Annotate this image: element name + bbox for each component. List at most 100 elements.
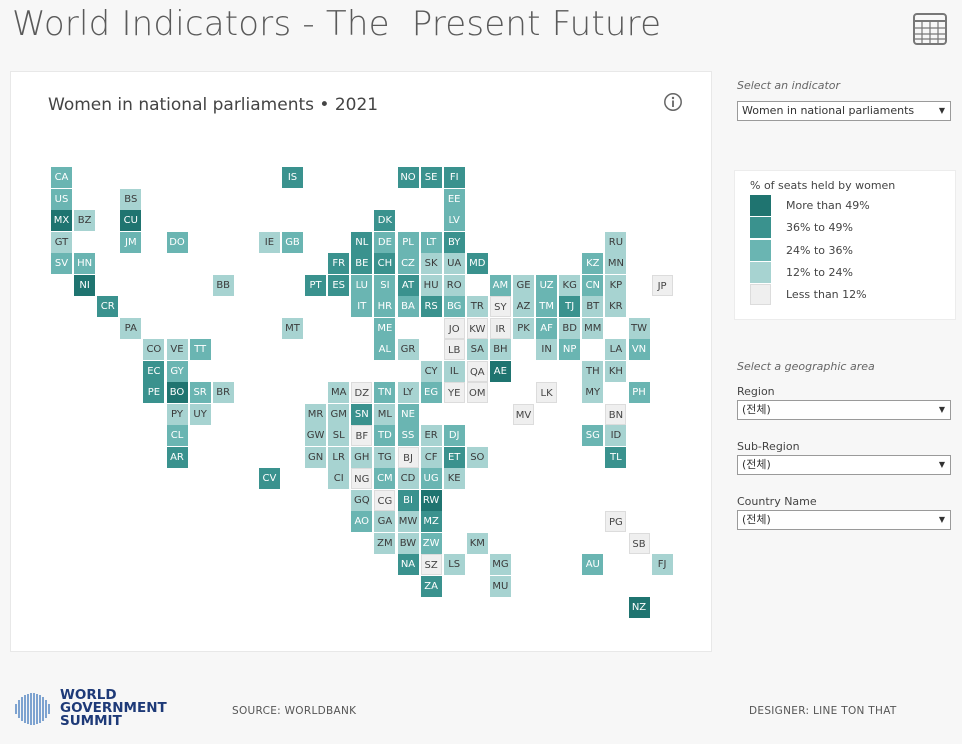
tile-cy[interactable]: CY: [420, 360, 442, 382]
tile-be[interactable]: BE: [351, 253, 373, 274]
tile-id[interactable]: ID: [605, 425, 627, 446]
tile-lb[interactable]: LB: [443, 339, 465, 360]
tile-pl[interactable]: PL: [397, 231, 419, 253]
tile-sv[interactable]: SV: [51, 253, 72, 274]
tile-jm[interactable]: JM: [120, 231, 142, 253]
tile-kr[interactable]: KR: [605, 296, 627, 317]
tile-ph[interactable]: PH: [628, 382, 650, 403]
tile-pk[interactable]: PK: [513, 317, 534, 339]
tile-ne[interactable]: NE: [397, 403, 419, 425]
tile-pe[interactable]: PE: [143, 382, 165, 403]
tile-bz[interactable]: BZ: [74, 210, 96, 231]
tile-tj[interactable]: TJ: [559, 296, 581, 317]
tile-ar[interactable]: AR: [166, 446, 188, 468]
tile-td[interactable]: TD: [374, 425, 396, 446]
tile-sk[interactable]: SK: [420, 253, 442, 274]
tile-ro[interactable]: RO: [443, 274, 465, 296]
tile-bn[interactable]: BN: [605, 403, 627, 425]
tile-ly[interactable]: LY: [397, 382, 419, 403]
tile-dk[interactable]: DK: [374, 210, 396, 231]
tile-cf[interactable]: CF: [420, 446, 442, 468]
tile-cz[interactable]: CZ: [397, 253, 419, 274]
tile-om[interactable]: OM: [466, 382, 488, 403]
tile-ng[interactable]: NG: [351, 468, 373, 489]
tile-jp[interactable]: JP: [651, 274, 673, 296]
tile-ca[interactable]: CA: [51, 167, 72, 188]
tile-mr[interactable]: MR: [305, 403, 327, 425]
tile-de[interactable]: DE: [374, 231, 396, 253]
tile-lu[interactable]: LU: [351, 274, 373, 296]
tile-rw[interactable]: RW: [420, 489, 442, 511]
tile-fj[interactable]: FJ: [651, 554, 673, 575]
tile-kp[interactable]: KP: [605, 274, 627, 296]
tile-hn[interactable]: HN: [74, 253, 96, 274]
tile-mg[interactable]: MG: [489, 554, 511, 575]
tile-cm[interactable]: CM: [374, 468, 396, 489]
tile-us[interactable]: US: [51, 188, 72, 210]
tile-mm[interactable]: MM: [582, 317, 604, 339]
tile-pt[interactable]: PT: [305, 274, 327, 296]
tile-gh[interactable]: GH: [351, 446, 373, 468]
tile-ee[interactable]: EE: [443, 188, 465, 210]
tile-ls[interactable]: LS: [443, 554, 465, 575]
tile-ae[interactable]: AE: [489, 360, 511, 382]
tile-in[interactable]: IN: [536, 339, 558, 360]
tile-me[interactable]: ME: [374, 317, 396, 339]
tile-bi[interactable]: BI: [397, 489, 419, 511]
tile-do[interactable]: DO: [166, 231, 188, 253]
tile-mz[interactable]: MZ: [420, 511, 442, 532]
tile-cu[interactable]: CU: [120, 210, 142, 231]
tile-km[interactable]: KM: [466, 532, 488, 554]
tile-mu[interactable]: MU: [489, 575, 511, 597]
tile-pa[interactable]: PA: [120, 317, 142, 339]
legend-swatch[interactable]: [750, 217, 771, 238]
tile-il[interactable]: IL: [443, 360, 465, 382]
legend-swatch[interactable]: [750, 262, 771, 283]
tile-cr[interactable]: CR: [97, 296, 119, 317]
tile-ge[interactable]: GE: [513, 274, 534, 296]
tile-jo[interactable]: JO: [443, 317, 465, 339]
tile-my[interactable]: MY: [582, 382, 604, 403]
tile-bt[interactable]: BT: [582, 296, 604, 317]
tile-eg[interactable]: EG: [420, 382, 442, 403]
tile-np[interactable]: NP: [559, 339, 581, 360]
tile-uz[interactable]: UZ: [536, 274, 558, 296]
tile-ml[interactable]: ML: [374, 403, 396, 425]
tile-bw[interactable]: BW: [397, 532, 419, 554]
tile-bb[interactable]: BB: [212, 274, 234, 296]
tile-sz[interactable]: SZ: [420, 554, 442, 575]
tile-gw[interactable]: GW: [305, 425, 327, 446]
tile-zm[interactable]: ZM: [374, 532, 396, 554]
tile-ci[interactable]: CI: [328, 468, 350, 489]
tile-gy[interactable]: GY: [166, 360, 188, 382]
tile-bj[interactable]: BJ: [397, 446, 419, 468]
tile-mt[interactable]: MT: [282, 317, 303, 339]
tile-ba[interactable]: BA: [397, 296, 419, 317]
tile-kg[interactable]: KG: [559, 274, 581, 296]
tile-fi[interactable]: FI: [443, 167, 465, 188]
tile-ir[interactable]: IR: [489, 317, 511, 339]
tile-bf[interactable]: BF: [351, 425, 373, 446]
tile-ve[interactable]: VE: [166, 339, 188, 360]
tile-kh[interactable]: KH: [605, 360, 627, 382]
tile-mv[interactable]: MV: [513, 403, 534, 425]
tile-nl[interactable]: NL: [351, 231, 373, 253]
tile-na[interactable]: NA: [397, 554, 419, 575]
tile-bo[interactable]: BO: [166, 382, 188, 403]
tile-zw[interactable]: ZW: [420, 532, 442, 554]
tile-md[interactable]: MD: [466, 253, 488, 274]
tile-tn[interactable]: TN: [374, 382, 396, 403]
tile-dj[interactable]: DJ: [443, 425, 465, 446]
tile-uy[interactable]: UY: [189, 403, 211, 425]
tile-si[interactable]: SI: [374, 274, 396, 296]
tile-sr[interactable]: SR: [189, 382, 211, 403]
tile-ma[interactable]: MA: [328, 382, 350, 403]
info-icon[interactable]: [663, 92, 683, 112]
tile-tg[interactable]: TG: [374, 446, 396, 468]
tile-lv[interactable]: LV: [443, 210, 465, 231]
tile-sa[interactable]: SA: [466, 339, 488, 360]
sub-region-dropdown[interactable]: (전체) ▼: [737, 455, 951, 475]
tile-sb[interactable]: SB: [628, 532, 650, 554]
tile-th[interactable]: TH: [582, 360, 604, 382]
tile-pg[interactable]: PG: [605, 511, 627, 532]
